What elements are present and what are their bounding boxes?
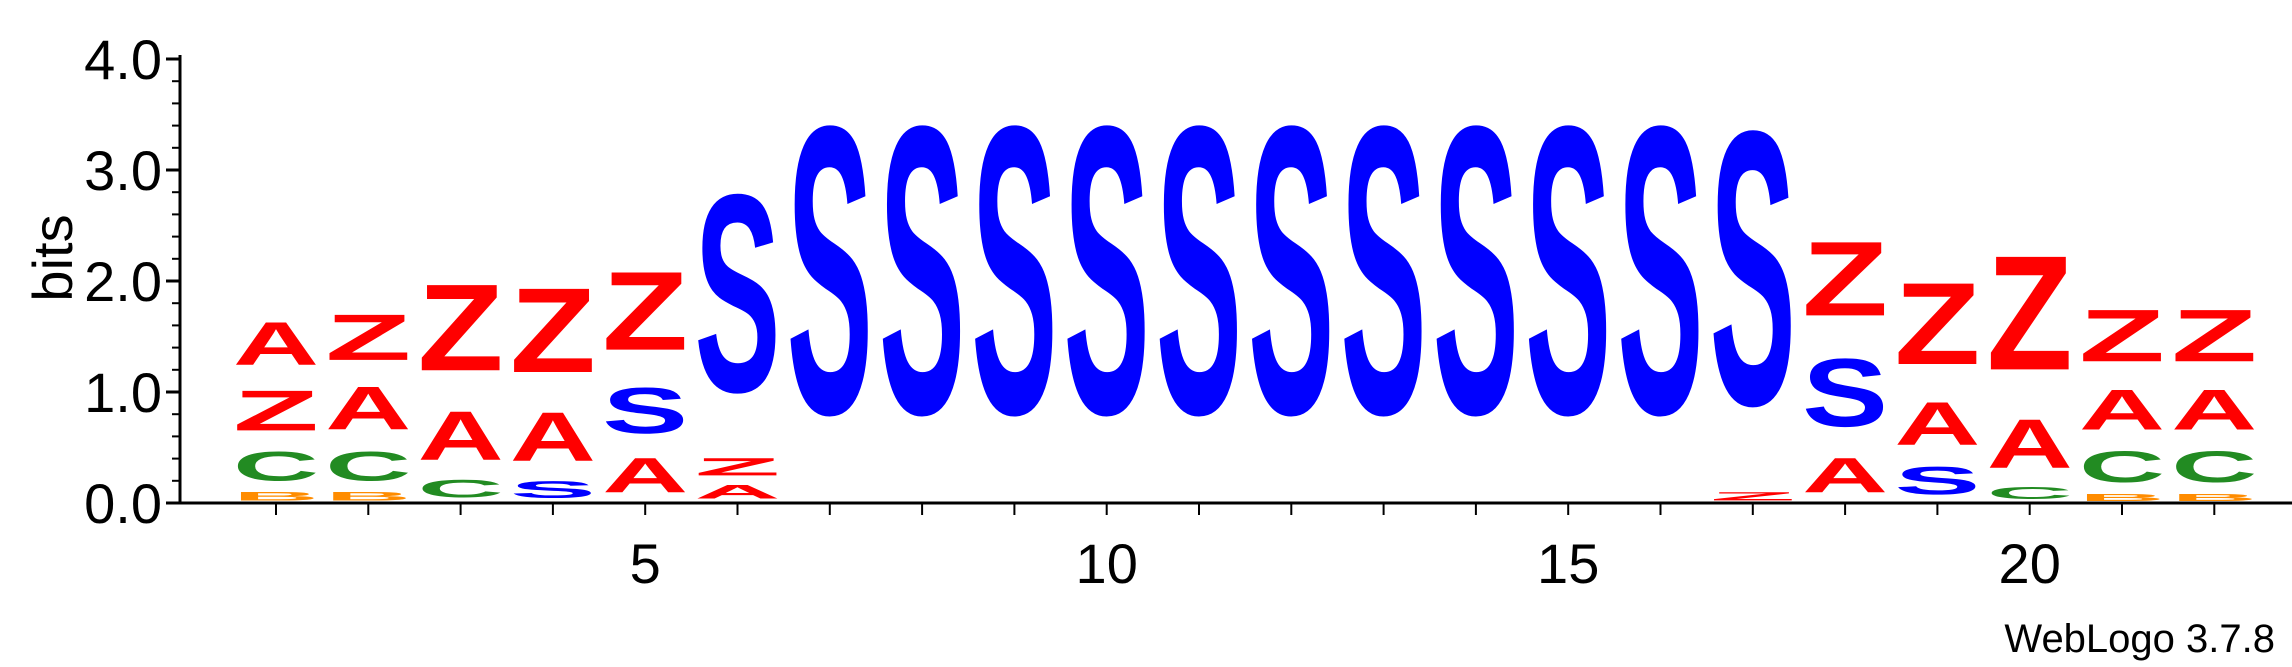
x-tick-label: 20 xyxy=(1999,532,2061,595)
logo-letter-Z: Z xyxy=(1987,223,2073,405)
logo-letter-A: A xyxy=(1894,390,1980,459)
logo-letter-Z: Z xyxy=(325,301,411,374)
logo-letter-S: S xyxy=(1710,49,1796,487)
logo-letter-Z: Z xyxy=(418,259,504,397)
logo-letter-A: A xyxy=(1802,448,1888,503)
logo-letter-A: A xyxy=(602,448,688,503)
logo-letter-S: S xyxy=(510,476,596,503)
x-axis-ticks: 5 10 15 20 xyxy=(275,503,2216,595)
x-tick-label: 10 xyxy=(1076,532,1138,595)
logo-letter-A: A xyxy=(1987,405,2073,483)
logo-letter-C: C xyxy=(1987,483,2073,503)
y-tick-label: 1.0 xyxy=(84,361,162,424)
logo-letter-S: S xyxy=(1433,40,1519,500)
logo-letter-A: A xyxy=(325,374,411,443)
logo-letter-C: C xyxy=(325,443,411,490)
logo-letter-Z: Z xyxy=(510,262,596,397)
logo-letter-A: A xyxy=(510,398,596,476)
y-tick-label: 4.0 xyxy=(84,28,162,91)
logo-letter-C: C xyxy=(418,475,504,503)
logo-letter-S: S xyxy=(1064,40,1150,500)
y-tick-label: 3.0 xyxy=(84,139,162,202)
logo-letter-Z: Z xyxy=(602,248,688,373)
logo-letter-S: S xyxy=(1341,40,1427,500)
logo-letter-Z: Z xyxy=(1802,220,1888,338)
logo-letter-Z: Z xyxy=(2171,294,2257,377)
logo-letter-S: S xyxy=(1802,339,1888,447)
y-tick-label: 2.0 xyxy=(84,250,162,313)
logo-letter-S: S xyxy=(695,135,781,451)
axes: 0.0 1.0 2.0 3.0 4.0 5 10 15 20 xyxy=(84,28,2292,595)
logo-letter-A: A xyxy=(233,310,319,379)
logo-letter-Z: Z xyxy=(2079,294,2165,377)
x-tick-label: 5 xyxy=(630,532,661,595)
logo-letter-B: B xyxy=(233,490,319,503)
y-tick-label: 0.0 xyxy=(84,472,162,535)
x-tick-label: 15 xyxy=(1537,532,1599,595)
logo-letter-S: S xyxy=(879,40,965,500)
logo-letter-A: A xyxy=(2079,377,2165,442)
logo-letter-S: S xyxy=(602,374,688,448)
logo-letter-A: A xyxy=(695,481,781,503)
logo-letter-Z: Z xyxy=(695,453,781,480)
logo-letter-A: A xyxy=(2171,377,2257,442)
logo-letter-B: B xyxy=(2079,492,2165,503)
logo-letter-Z: Z xyxy=(1894,259,1980,389)
logo-letter-Z: Z xyxy=(233,379,319,443)
logo-letter-C: C xyxy=(2079,442,2165,492)
logo-letter-B: B xyxy=(325,490,411,503)
logo-letter-B: B xyxy=(2171,492,2257,503)
logo-letter-S: S xyxy=(787,40,873,500)
logo-letter-A: A xyxy=(418,397,504,475)
logo-letter-Z: Z xyxy=(1710,490,1796,503)
logo-letter-C: C xyxy=(2171,442,2257,492)
logo-letter-C: C xyxy=(233,443,319,490)
y-axis-label: bits xyxy=(21,214,84,301)
y-axis-ticks: 0.0 1.0 2.0 3.0 4.0 xyxy=(84,28,180,535)
logo-letter-S: S xyxy=(1156,40,1242,500)
logo-letter-S: S xyxy=(1525,40,1611,500)
logo-letter-S: S xyxy=(1894,459,1980,503)
logo-letter-S: S xyxy=(971,40,1057,500)
logo-letter-S: S xyxy=(1248,40,1334,500)
logo-letter-S: S xyxy=(1618,40,1704,500)
weblogo-version: WebLogo 3.7.8 xyxy=(2004,617,2275,661)
